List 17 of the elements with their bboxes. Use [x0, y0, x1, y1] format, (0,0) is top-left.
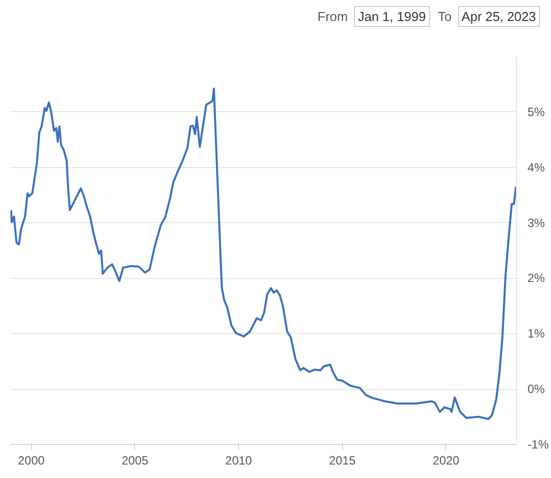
line-series — [10, 88, 516, 420]
y-tick-label: -1% — [528, 438, 550, 452]
text: Jan 1, 1999 — [354, 6, 430, 27]
y-tick-label: 0% — [528, 382, 546, 396]
x-tick-label: 2000 — [18, 454, 45, 468]
x-tick-label: 2010 — [225, 454, 252, 468]
y-tick-label: 1% — [528, 326, 546, 341]
text: To — [438, 9, 452, 24]
y-tick-label: 2% — [528, 271, 546, 286]
y-tick-label: 4% — [528, 160, 546, 174]
x-tick-label: 2005 — [122, 454, 149, 468]
y-tick-label: 5% — [528, 104, 546, 119]
x-tick-label: 2020 — [432, 454, 460, 468]
y-tick-label: 3% — [528, 216, 546, 230]
text: From — [318, 9, 348, 24]
text: Apr 25, 2023 — [458, 6, 540, 27]
x-tick-label: 2015 — [328, 454, 356, 468]
